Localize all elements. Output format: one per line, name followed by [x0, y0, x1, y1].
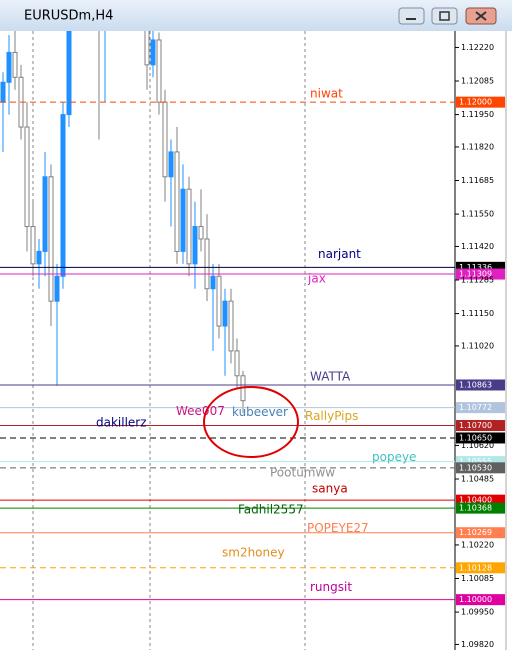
price-tag-label: 1.12000 [459, 98, 492, 107]
y-tick-label: 1.11550 [461, 210, 494, 219]
level-name: Pootumww [270, 465, 335, 479]
y-tick-label: 1.09950 [461, 608, 494, 617]
candle-body [48, 176, 54, 302]
price-tag-label: 1.10269 [459, 528, 492, 537]
candle-body [234, 350, 240, 377]
level-name: RallyPips [305, 409, 358, 423]
candle-body [204, 238, 210, 290]
candle-body [210, 275, 216, 290]
price-tag [456, 494, 505, 506]
price-tag [456, 268, 505, 280]
candles [0, 31, 246, 414]
level-name: Fadhil2557 [238, 503, 304, 517]
y-tick-label: 1.11685 [461, 176, 494, 185]
price-tag-label: 1.10368 [459, 504, 492, 513]
level-name: POPEYE27 [307, 521, 369, 535]
candle-body [0, 81, 6, 103]
candle-body [6, 51, 12, 83]
level-name: kubeever [232, 405, 288, 419]
candle-body [192, 226, 198, 265]
y-tick-label: 1.11285 [461, 276, 494, 285]
maximize-button[interactable] [431, 7, 458, 25]
candle-body [66, 31, 72, 116]
y-tick-label: 1.10220 [461, 540, 494, 549]
price-tag [456, 402, 505, 414]
candle-body [186, 188, 192, 265]
level-name: jax [307, 272, 326, 286]
price-tag [456, 562, 505, 574]
candle-body [168, 151, 174, 178]
price-tag [456, 594, 505, 606]
candle-body [144, 31, 150, 66]
candle-body [216, 275, 222, 327]
y-tick-label: 1.12085 [461, 77, 494, 86]
title-bar [0, 0, 512, 31]
price-tag [456, 527, 505, 539]
candle-body [180, 188, 186, 252]
price-tag [456, 456, 505, 468]
candle-body [42, 176, 48, 252]
level-name: sm2honey [222, 545, 285, 559]
period-separators [32, 31, 306, 650]
y-tick-label: 1.12220 [461, 43, 494, 52]
y-tick-label: 1.11950 [461, 110, 494, 119]
candle-body [162, 101, 168, 178]
price-tag [456, 502, 505, 514]
level-name: popeye [372, 450, 416, 464]
price-tag-label: 1.10772 [459, 403, 492, 412]
price-tag [456, 261, 505, 273]
window-buttons[interactable] [398, 7, 497, 25]
y-tick-label: 1.09820 [461, 640, 494, 649]
candle-body [174, 151, 180, 252]
y-tick-label: 1.11150 [461, 309, 494, 318]
price-tag-label: 1.10400 [459, 496, 492, 505]
level-name: sanya [312, 482, 348, 496]
y-tick-label: 1.11020 [461, 341, 494, 350]
candle-body [60, 114, 66, 277]
price-tag [456, 462, 505, 474]
price-tag-label: 1.10650 [459, 433, 492, 442]
price-tag-label: 1.11309 [459, 270, 492, 279]
y-tick-label: 1.11820 [461, 142, 494, 151]
level-name: Wee007 [176, 404, 225, 418]
candle-body [222, 300, 228, 327]
minimize-button[interactable] [398, 7, 425, 25]
candle-body [30, 226, 36, 265]
price-tag [456, 420, 505, 432]
window-title: EURUSDm,H4 [24, 9, 113, 24]
candle-body [156, 39, 162, 103]
price-tag-label: 1.10530 [459, 463, 492, 472]
price-tag-label: 1.10128 [459, 563, 492, 572]
y-tick-label: 1.10620 [461, 441, 494, 450]
level-name: WATTA [310, 369, 351, 383]
candle-body [150, 39, 156, 66]
y-tick-label: 1.10485 [461, 475, 494, 484]
price-tag [456, 96, 505, 108]
candle-body [36, 250, 42, 265]
price-tag [456, 432, 505, 444]
price-tag-label: 1.11336 [459, 263, 492, 272]
candle-body [12, 51, 18, 78]
candle-body [228, 300, 234, 352]
highlight-circle [203, 386, 299, 458]
level-name: rungsit [310, 580, 352, 594]
candle-body [198, 226, 204, 240]
price-tag-label: 1.10700 [459, 421, 492, 430]
price-tag [456, 379, 505, 391]
y-tick-label: 1.11420 [461, 242, 494, 251]
y-tick-label: 1.10085 [461, 574, 494, 583]
level-name: narjant [318, 247, 361, 261]
candle-body [54, 275, 60, 302]
candle-body [24, 126, 30, 228]
price-tag-label: 1.10555 [459, 457, 492, 466]
price-tag-label: 1.10863 [459, 380, 492, 389]
levels: niwat 1.12000 narjant 1.11336 jax 1.11309 WATT… [0, 87, 505, 606]
price-tag-label: 1.10000 [459, 595, 492, 604]
level-name: dakillerz [96, 415, 147, 429]
level-name: niwat [310, 87, 343, 101]
